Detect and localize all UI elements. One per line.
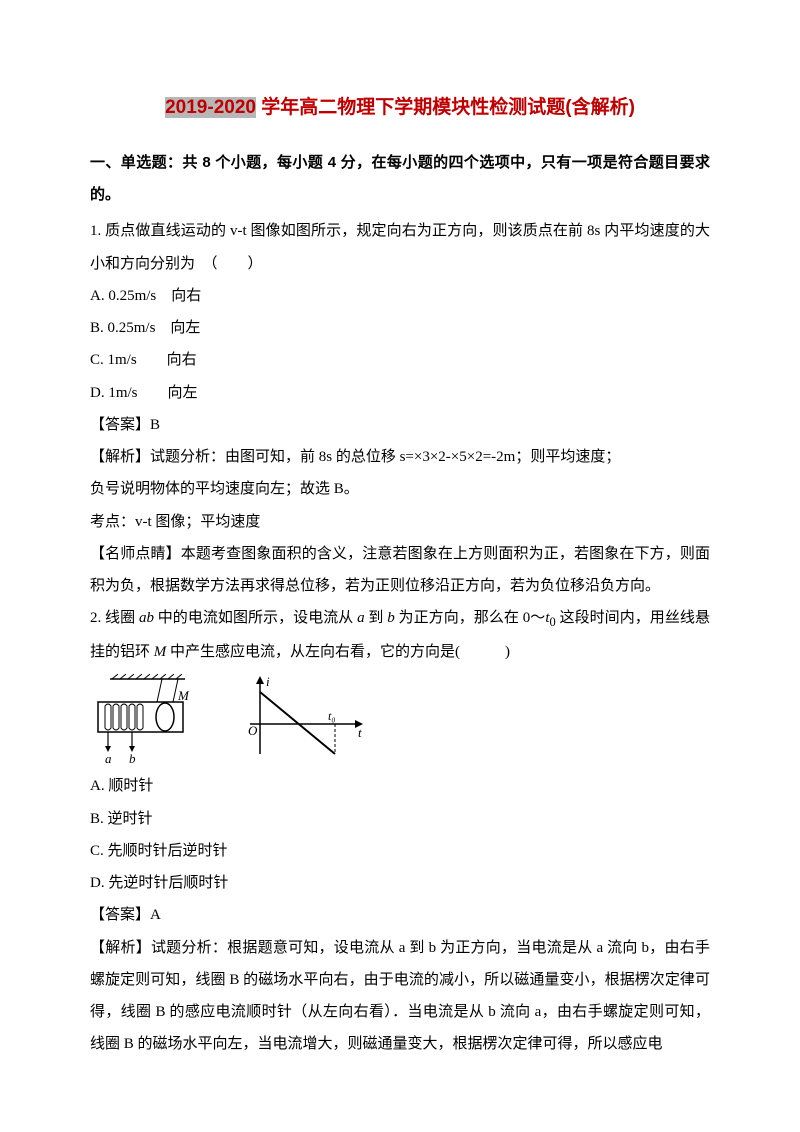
label-o: O: [248, 723, 258, 738]
q2-answer: 【答案】A: [90, 899, 710, 931]
label-t: t: [358, 725, 362, 740]
title-year: 2019-2020: [165, 97, 256, 118]
q1-analysis-1: 【解析】试题分析：由图可知，前 8s 的总位移 s=×3×2-×5×2=-2m；…: [90, 441, 710, 473]
q1-option-a: A. 0.25m/s 向右: [90, 280, 710, 312]
q2-stem-p4: 为正方向，那么在 0～: [395, 610, 546, 626]
q1-tip: 【名师点睛】本题考查图象面积的含义，注意若图象在上方则面积为正，若图象在下方，则…: [90, 538, 710, 603]
q2-option-a: A. 顺时针: [90, 770, 710, 802]
coil-diagram: M a b: [90, 674, 210, 764]
current-graph: i O t t₀: [240, 674, 370, 764]
document-title: 2019-2020 学年高二物理下学期模块性检测试题(含解析): [90, 88, 710, 129]
label-m: M: [177, 688, 190, 703]
title-rest: 学年高二物理下学期模块性检测试题(含解析): [256, 97, 635, 118]
q2-stem-p2: 中的电流如图所示，设电流从: [154, 610, 357, 626]
q2-stem-i5: M: [154, 644, 167, 660]
q2-stem-i1: ab: [139, 610, 154, 626]
q1-point: 考点：v-t 图像；平均速度: [90, 506, 710, 538]
q1-analysis-2: 负号说明物体的平均速度向左；故选 B。: [90, 473, 710, 505]
q2-stem-i2: a: [357, 610, 365, 626]
q2-stem-p3: 到: [365, 610, 388, 626]
q2-option-d: D. 先逆时针后顺时针: [90, 867, 710, 899]
q2-option-b: B. 逆时针: [90, 803, 710, 835]
q2-analysis: 【解析】试题分析：根据题意可知，设电流从 a 到 b 为正方向，当电流是从 a …: [90, 932, 710, 1061]
q1-option-c: C. 1m/s 向右: [90, 344, 710, 376]
q2-figures: M a b i O t t₀: [90, 674, 710, 764]
q1-option-b: B. 0.25m/s 向左: [90, 312, 710, 344]
q1-answer: 【答案】B: [90, 409, 710, 441]
section-header: 一、单选题：共 8 个小题，每小题 4 分，在每小题的四个选项中，只有一项是符合…: [90, 147, 710, 212]
q1-option-d: D. 1m/s 向左: [90, 377, 710, 409]
q2-stem-i3: b: [387, 610, 395, 626]
q2-stem-p1: 2. 线圈: [90, 610, 139, 626]
q2-stem: 2. 线圈 ab 中的电流如图所示，设电流从 a 到 b 为正方向，那么在 0～…: [90, 602, 710, 668]
q2-option-c: C. 先顺时针后逆时针: [90, 835, 710, 867]
label-a: a: [105, 751, 112, 764]
q1-stem: 1. 质点做直线运动的 v-t 图像如图所示，规定向右为正方向，则该质点在前 8…: [90, 215, 710, 280]
q2-stem-p6: 中产生感应电流，从左向右看，它的方向是( ): [166, 644, 510, 660]
label-t0: t₀: [328, 709, 336, 723]
label-b: b: [129, 751, 136, 764]
label-i: i: [266, 674, 270, 689]
